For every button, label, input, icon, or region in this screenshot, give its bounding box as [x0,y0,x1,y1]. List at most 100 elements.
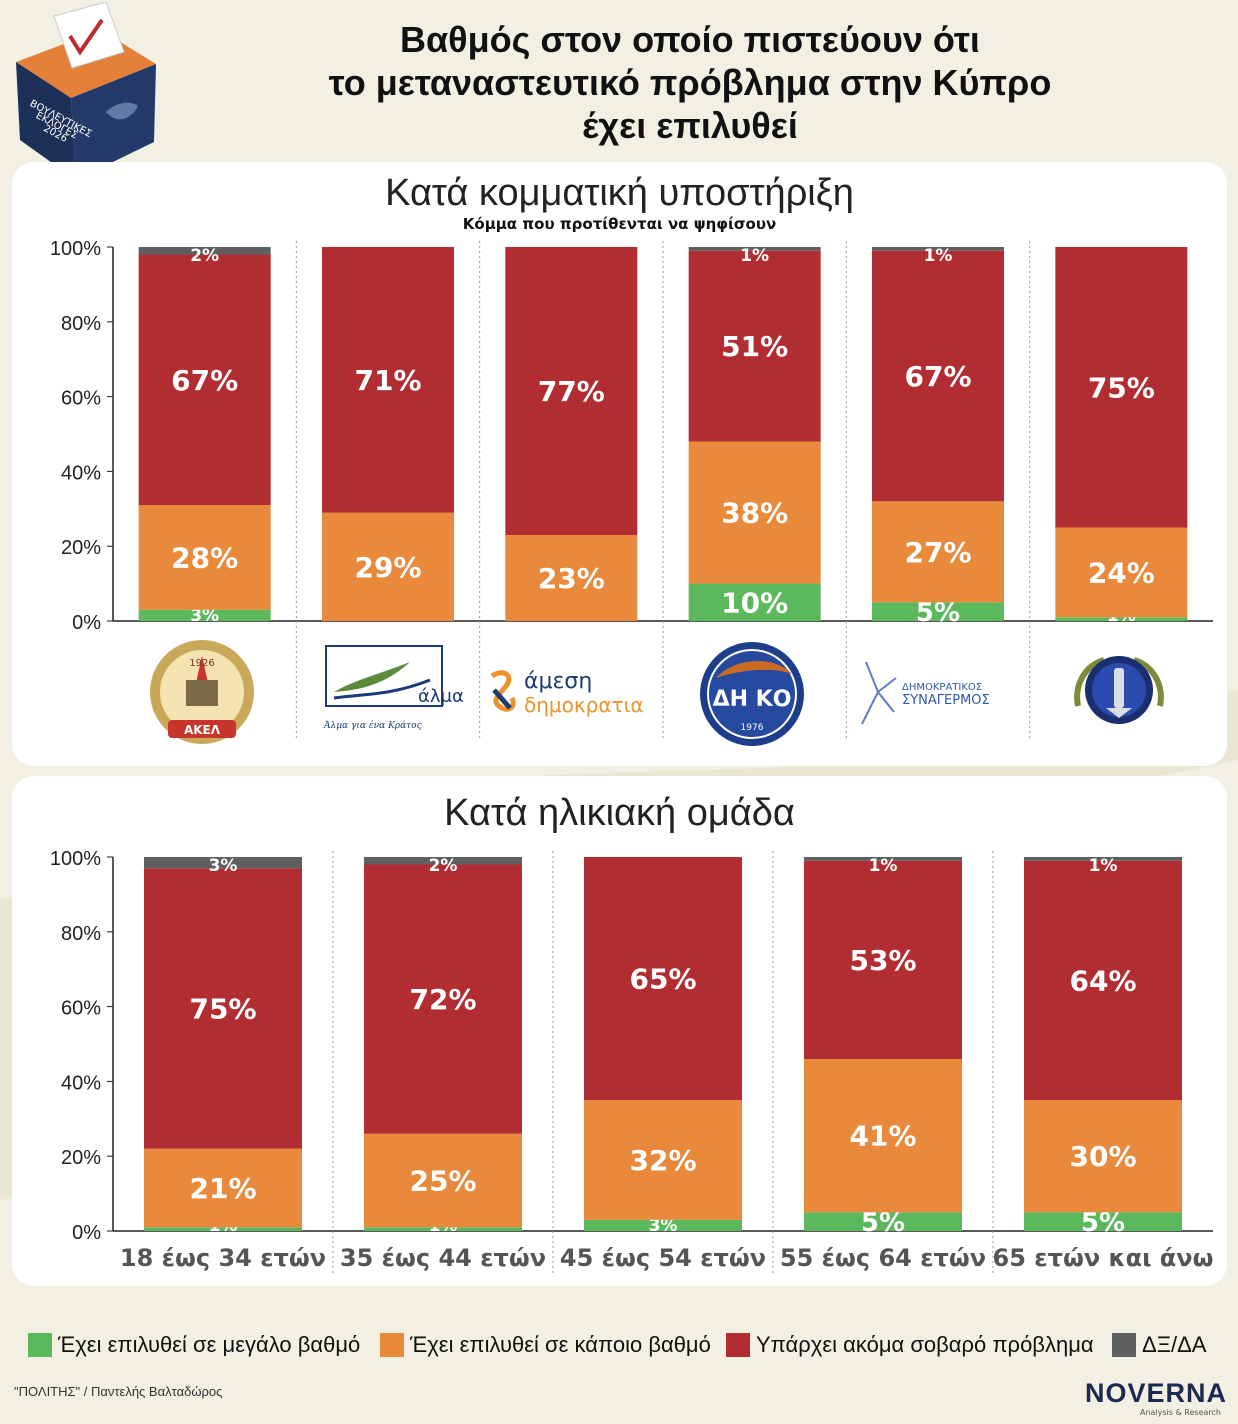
page-title: Βαθμός στον οποίο πιστεύουν ότι το μεταν… [190,18,1190,147]
data-label: 51% [721,330,788,363]
legend-swatch-serious [726,1333,750,1357]
data-label: 65% [629,963,696,996]
noverna-logo: NOVERNA [1085,1378,1228,1408]
bar-segment [688,441,821,584]
bar-segment [1024,857,1182,861]
bar-segment [872,250,1004,502]
y-tick-label: 20% [61,537,101,559]
data-label: 3% [649,1216,678,1236]
diko-logo-year: 1976 [741,723,764,733]
y-tick-label: 0% [72,1222,101,1244]
disy-logo-line2: ΣΥΝΑΓΕΡΜΟΣ [902,693,990,708]
bar-segment [584,857,742,1101]
data-label: 53% [849,944,916,977]
data-label: 3% [209,856,238,876]
credit-text: "ΠΟΛΙΤΗΣ" / Παντελής Βαλταδώρος [14,1384,223,1399]
data-label: 23% [538,562,605,595]
y-tick-label: 60% [61,388,101,410]
title-line-1: Βαθμός στον οποίο πιστεύουν ότι [400,19,980,60]
bar-segment [688,250,821,442]
alma-logo-tagline: Άλμα για ένα Κράτος [323,720,423,731]
bar-segment [138,609,271,621]
legend-label-serious: Υπάρχει ακόμα σοβαρό πρόβλημα [756,1332,1094,1357]
data-label: 41% [849,1120,916,1153]
bar-segment [322,247,454,513]
data-label: 77% [538,375,605,408]
data-label: 27% [904,536,971,569]
category-label: 65 ετών και άνω [993,1244,1214,1272]
title-line-2: το μεταναστευτικό πρόβλημα στην Κύπρο [328,62,1052,103]
bar-segment [1055,617,1188,621]
data-label: 21% [189,1172,256,1205]
data-label: 2% [429,856,458,876]
data-label: 30% [1069,1140,1136,1173]
bar-segment [872,602,1004,621]
age-stacked-bar-chart: 0% 20% 40% 60% 80% 100% 1% 21% 75% 3% 18 έως 34 ετ… [50,848,1214,1276]
amesi-logo-line1: άμεση [524,669,592,694]
party-chart-title: Κατά κομματική υποστήριξη [385,172,854,214]
bar-segment [322,512,454,621]
bar-segment [144,1227,302,1231]
bar-segment [138,254,271,506]
bar-segment [584,1219,742,1231]
bar-segment [804,857,962,861]
bar-segment [804,1212,962,1231]
data-label: 75% [189,992,256,1025]
data-label: 1% [740,246,769,266]
legend-label-dk: ΔΞ/ΔΑ [1142,1332,1207,1357]
category-label: 45 έως 54 ετών [560,1244,766,1272]
disy-logo: ΔΗΜΟΚΡΑΤΙΚΟΣ ΣΥΝΑΓΕΡΜΟΣ [861,661,990,725]
data-label: 72% [409,983,476,1016]
bar-segment [804,1058,962,1213]
data-label: 32% [629,1144,696,1177]
amesi-dimokratia-logo: άμεση δημοκρατια [490,669,644,717]
data-label: 25% [409,1165,476,1198]
data-label: 67% [904,360,971,393]
data-label: 67% [171,364,238,397]
legend-swatch-dk [1112,1333,1136,1357]
akel-logo-text: ΑΚΕΛ [184,723,221,737]
y-tick-label: 80% [61,313,101,335]
age-chart-title: Κατά ηλικιακή ομάδα [444,792,795,834]
bar-segment [364,1133,522,1228]
y-tick-label: 20% [61,1147,101,1169]
title-line-3: έχει επιλυθεί [582,105,798,146]
alma-logo: άλμα Άλμα για ένα Κράτος [323,645,464,731]
bar-segment [364,1227,522,1231]
data-label: 5% [1081,1208,1125,1238]
bar-segment [1024,1212,1182,1231]
bar-segment [138,247,271,255]
bar-segment [688,583,821,621]
amesi-logo-line2: δημοκρατια [524,693,644,717]
election-ballot-box-icon: ΒΟΥΛΕΥΤΙΚΕΣ ΕΚΛΟΓΕΣ 2026 [16,2,156,162]
legend-swatch-large [28,1333,52,1357]
bar-segment [804,860,962,1059]
bar-segment [1055,247,1188,528]
bar-segment [1024,1100,1182,1213]
data-label: 28% [171,541,238,574]
bar-segment [584,1100,742,1220]
party-chart-subtitle: Κόμμα που προτίθενται να ψηφίσουν [462,215,777,233]
elam-logo [1074,656,1164,724]
bar-segment [1024,860,1182,1101]
bar-segment [1055,527,1188,618]
legend-swatch-some [380,1333,404,1357]
category-label: 18 έως 34 ετών [120,1244,326,1272]
category-label: 35 έως 44 ετών [340,1244,546,1272]
data-label: 5% [916,598,960,628]
diko-logo: ΔΗ ΚΟ 1976 [700,642,804,746]
y-tick-label: 100% [50,848,101,870]
party-stacked-bar-chart: 0% 20% 40% 60% 80% 100% 3% 28% 67% 2% 29% 71% 23% 77%… [50,238,1213,740]
bar-segment [144,857,302,869]
noverna-tagline: Analysis & Research [1140,1408,1221,1417]
bar-segment [144,1148,302,1228]
legend-item-dk: ΔΞ/ΔΑ [1112,1332,1206,1358]
alma-logo-text: άλμα [418,686,464,707]
data-label: 5% [861,1208,905,1238]
y-tick-label: 40% [61,462,101,484]
legend: Έχει επιλυθεί σε μεγάλο βαθμό Έχει επιλυ… [14,1332,1224,1362]
diko-logo-text: ΔΗ ΚΟ [713,687,792,712]
data-label: 75% [1088,371,1155,404]
bar-segment [505,247,638,535]
data-label: 10% [721,586,788,619]
